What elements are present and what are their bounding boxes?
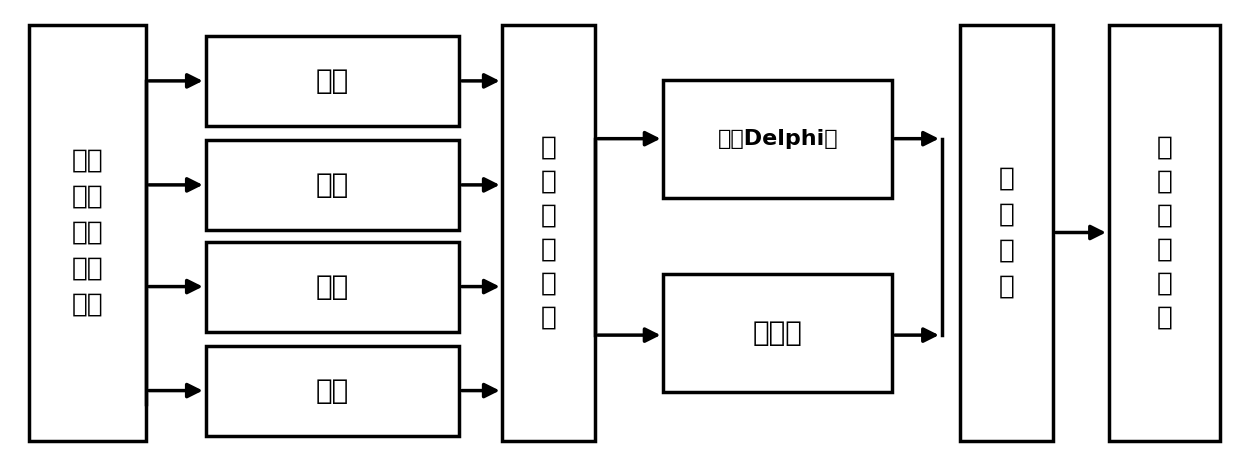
Text: 效
益
评
价
指
标: 效 益 评 价 指 标 <box>541 134 557 331</box>
Text: 快速Delphi法: 快速Delphi法 <box>718 129 838 149</box>
Text: 高效: 高效 <box>316 377 348 405</box>
Text: 可靠: 可靠 <box>316 67 348 95</box>
Bar <box>206 140 459 230</box>
Bar <box>206 346 459 436</box>
Bar <box>206 36 459 126</box>
Text: 环保: 环保 <box>316 273 348 301</box>
Bar <box>502 25 595 440</box>
Bar <box>960 25 1053 440</box>
Text: 综
合
赋
权: 综 合 赋 权 <box>998 166 1014 299</box>
Bar <box>663 274 893 392</box>
Text: 熵权法: 熵权法 <box>753 319 802 347</box>
Bar <box>1109 25 1220 440</box>
Bar <box>29 25 146 440</box>
Text: 区域
综合
能源
系统
效益: 区域 综合 能源 系统 效益 <box>72 147 103 318</box>
Bar <box>663 80 893 198</box>
Text: 经济: 经济 <box>316 171 348 199</box>
Text: 综
合
评
价
结
果: 综 合 评 价 结 果 <box>1157 134 1172 331</box>
Bar <box>206 242 459 332</box>
